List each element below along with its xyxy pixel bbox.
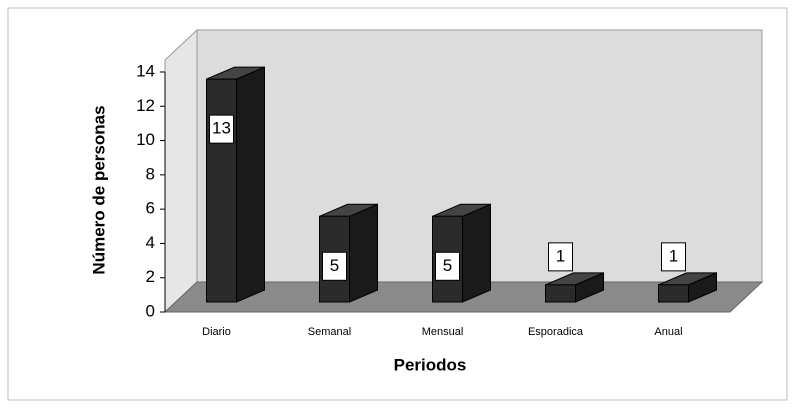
value-label-box	[435, 251, 460, 281]
value-label: 5	[443, 256, 452, 275]
y-tick-label: 6	[146, 199, 155, 218]
y-tick-label: 10	[136, 130, 155, 149]
y-tick-label: 14	[136, 61, 155, 80]
bar	[206, 78, 237, 303]
bar	[658, 284, 689, 303]
x-tick-label: Mensual	[422, 326, 464, 338]
x-tick-label: Semanal	[308, 326, 351, 338]
side-wall	[164, 28, 198, 314]
y-tick-label: 2	[146, 267, 155, 286]
value-label-box	[661, 242, 686, 272]
bar-side	[236, 66, 265, 303]
value-label-box	[548, 242, 573, 272]
value-label: 5	[330, 256, 339, 275]
x-tick-label: Diario	[202, 326, 231, 338]
value-label: 13	[212, 119, 231, 138]
value-label: 1	[669, 246, 678, 265]
bar-side	[462, 203, 491, 303]
value-label: 1	[556, 246, 565, 265]
x-tick-label: Anual	[654, 326, 682, 338]
x-axis-title: Periodos	[394, 355, 467, 374]
y-tick-label: 12	[136, 96, 155, 115]
value-label-box	[322, 251, 347, 281]
bar-side	[349, 203, 378, 303]
y-tick-label: 4	[146, 233, 155, 252]
y-axis-title: Número de personas	[89, 105, 108, 274]
y-tick-label: 8	[146, 164, 155, 183]
bar	[545, 284, 576, 303]
x-tick-label: Esporadica	[528, 326, 584, 338]
y-tick-label: 0	[146, 301, 155, 320]
value-label-box	[209, 114, 234, 144]
